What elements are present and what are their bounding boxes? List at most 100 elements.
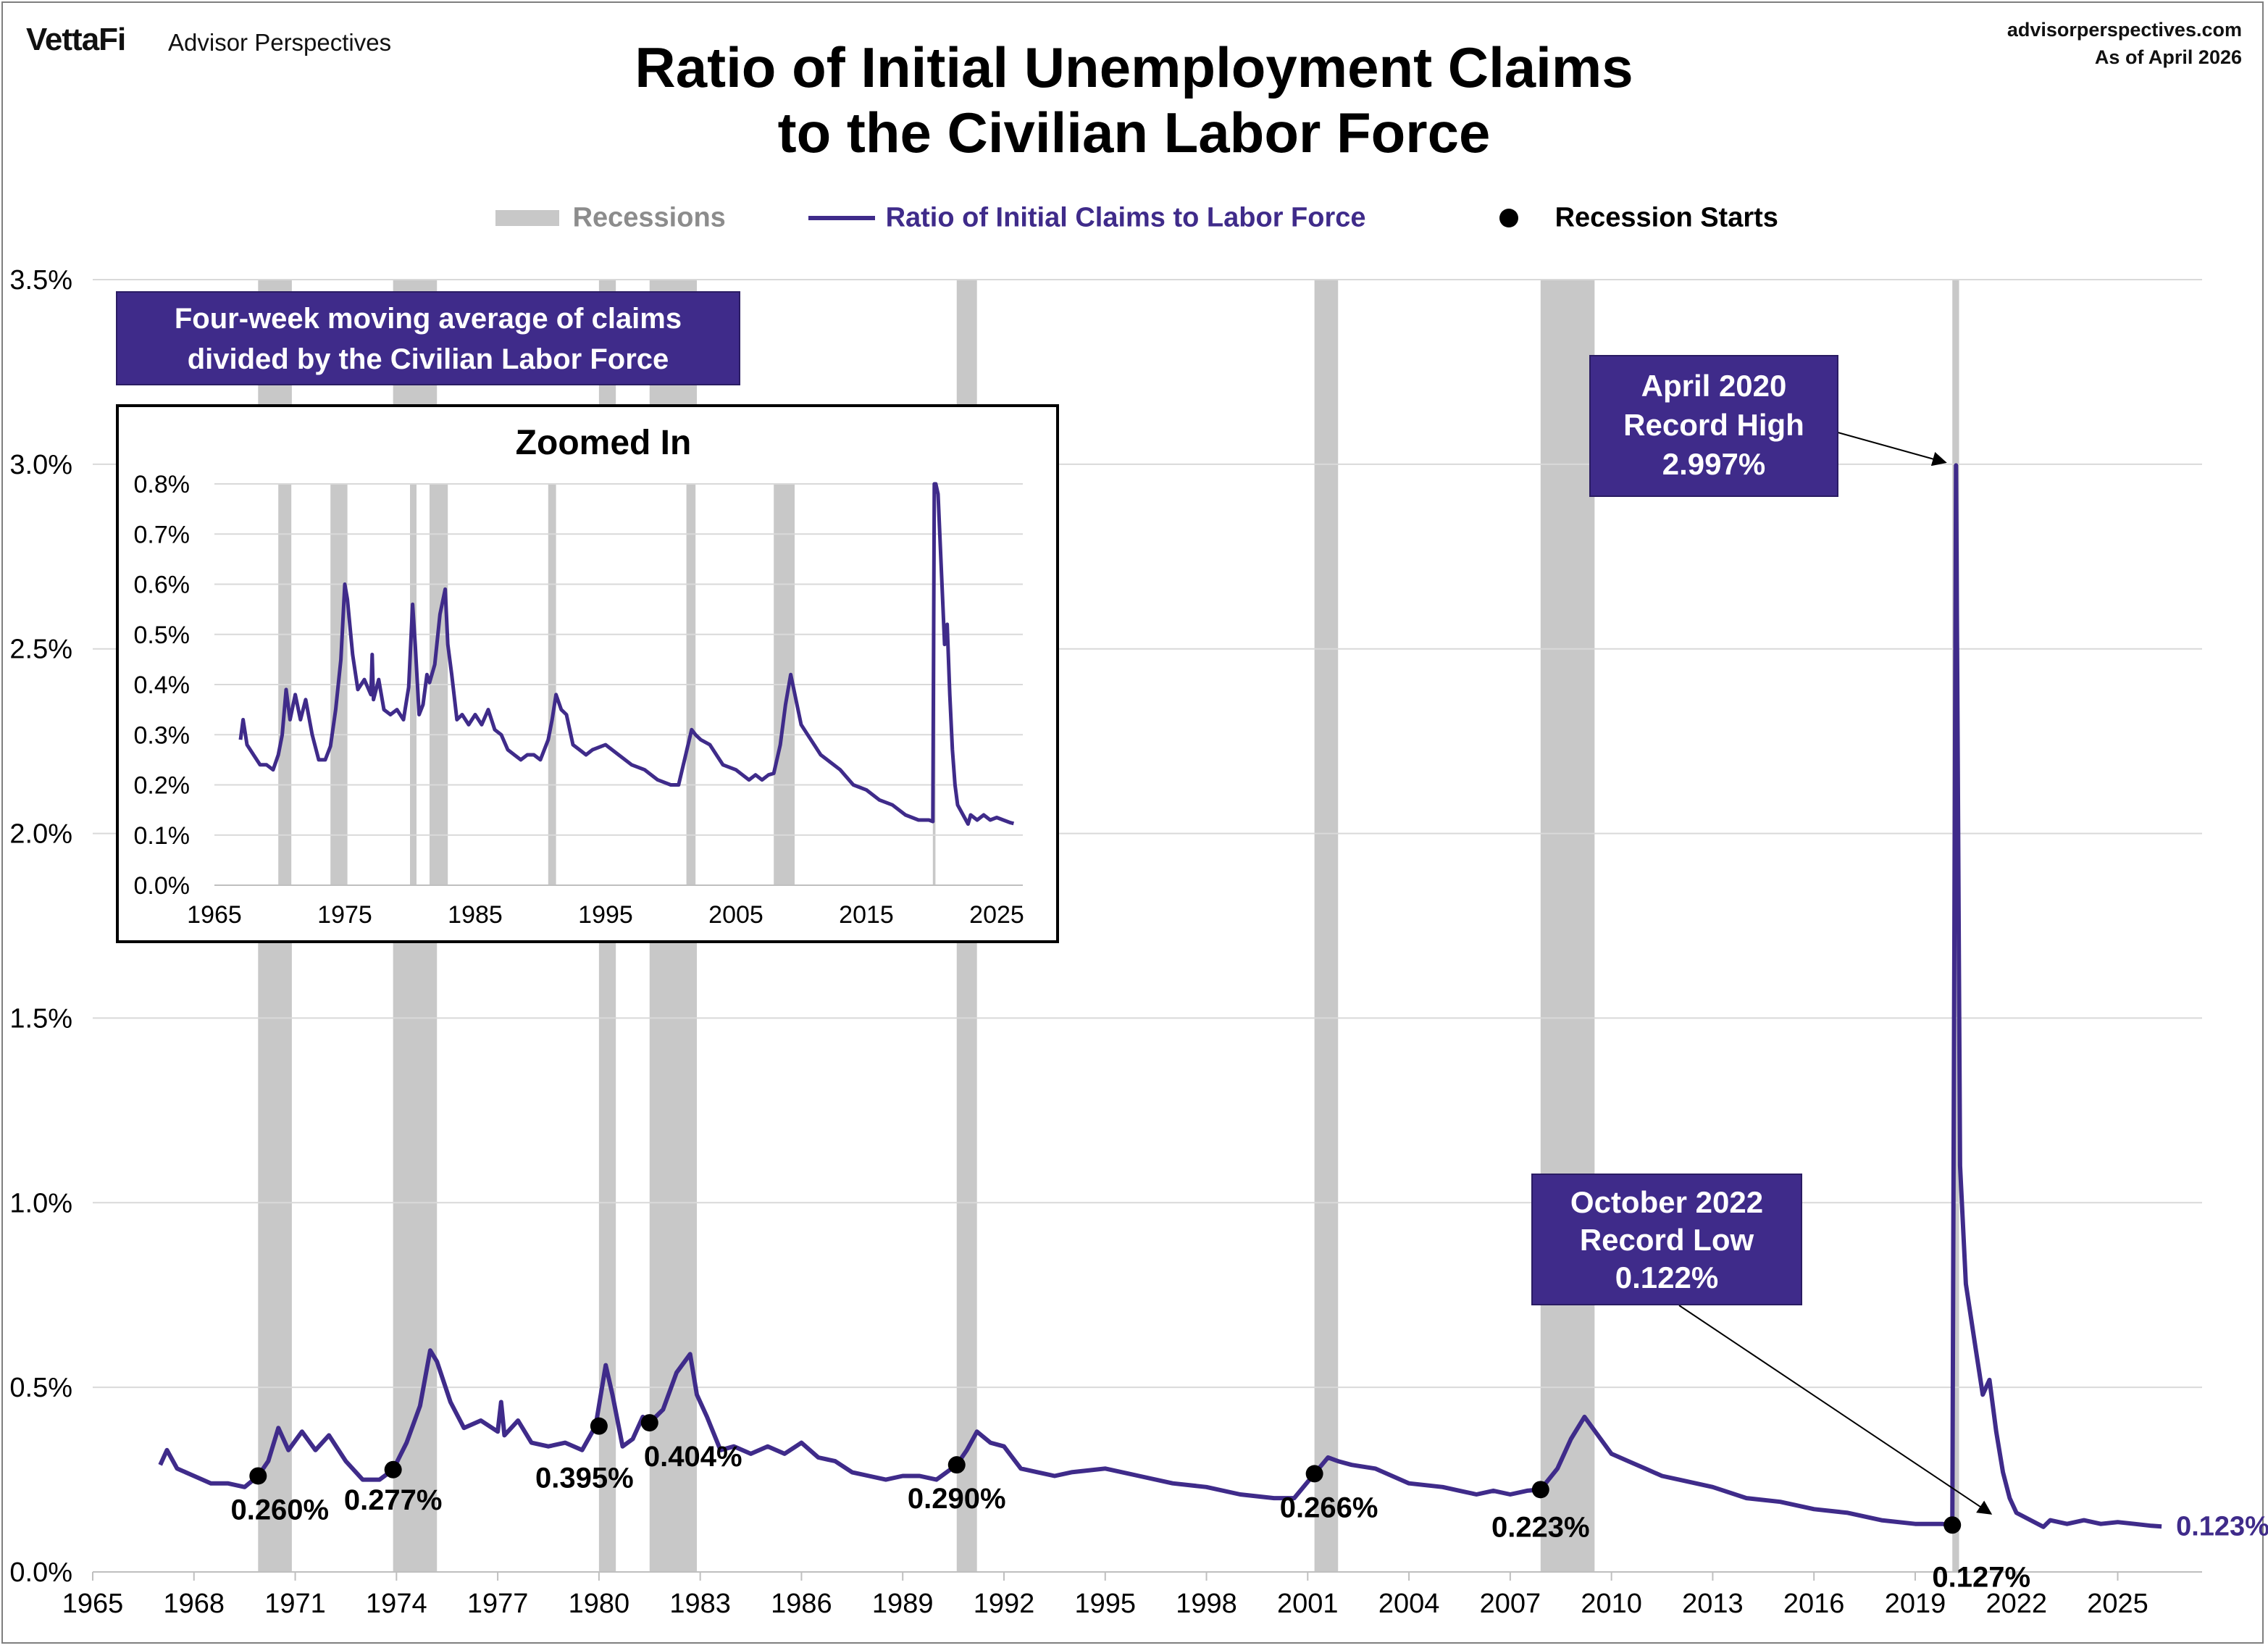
inset-y-tick-label: 0.8% — [134, 471, 191, 498]
x-tick-label: 1965 — [62, 1589, 124, 1619]
recession-start-dot-3 — [640, 1414, 658, 1432]
recession-start-label-1: 0.277% — [344, 1484, 443, 1516]
recession-start-dot-5 — [1305, 1465, 1323, 1483]
x-tick-label: 2016 — [1783, 1589, 1845, 1619]
legend-dot-swatch — [1499, 208, 1518, 227]
y-tick-label: 3.0% — [9, 450, 72, 480]
note-box: Four-week moving average of claims divid… — [116, 291, 740, 385]
inset-y-tick-label: 0.3% — [134, 721, 191, 749]
recession-band-5 — [1314, 280, 1339, 1572]
brand-logo: VettaFi — [26, 22, 126, 57]
note-line-2: divided by the Civilian Labor Force — [187, 343, 669, 375]
x-tick-label: 2007 — [1480, 1589, 1541, 1619]
y-tick-label: 2.5% — [9, 635, 72, 665]
x-tick-label: 2022 — [1985, 1589, 2047, 1619]
legend-series-label: Ratio of Initial Claims to Labor Force — [885, 202, 1366, 233]
x-tick-label: 2025 — [2087, 1589, 2148, 1619]
inset-y-tick-label: 0.1% — [134, 822, 191, 850]
inset-x-tick-label: 1985 — [448, 901, 503, 929]
legend-recessions-label: Recessions — [572, 202, 726, 233]
legend-recessions: Recessions — [495, 201, 726, 233]
x-tick-label: 1995 — [1074, 1589, 1136, 1619]
inset-y-tick-label: 0.0% — [134, 872, 191, 900]
note-line-1: Four-week moving average of claims — [174, 303, 682, 335]
last-value-label: 0.123% — [2176, 1511, 2268, 1542]
recession-start-label-2: 0.395% — [535, 1463, 634, 1494]
recession-start-dot-7 — [1943, 1516, 1962, 1534]
chart-title-line-2: to the Civilian Labor Force — [777, 101, 1491, 164]
recession-band-6 — [1540, 280, 1595, 1572]
inset-y-tick-label: 0.7% — [134, 521, 191, 548]
brand-subtitle: Advisor Perspectives — [168, 29, 392, 56]
recession-start-label-6: 0.223% — [1491, 1511, 1590, 1543]
record-high-arrow — [1832, 430, 1947, 467]
recession-start-label-4: 0.290% — [908, 1483, 1006, 1515]
record-low-arrow — [1678, 1305, 1993, 1515]
inset-x-tick-label: 1965 — [187, 901, 242, 929]
record-high-box: April 2020 Record High 2.997% — [1589, 355, 1838, 497]
x-tick-label: 2001 — [1277, 1589, 1339, 1619]
record-low-line-1: October 2022 — [1570, 1185, 1764, 1219]
x-tick-label: 2004 — [1378, 1589, 1440, 1619]
x-tick-label: 1992 — [974, 1589, 1035, 1619]
recession-start-label-5: 0.266% — [1280, 1492, 1378, 1523]
x-tick-label: 2010 — [1581, 1589, 1642, 1619]
chart-title-line-1: Ratio of Initial Unemployment Claims — [635, 35, 1633, 99]
inset-y-tick-label: 0.6% — [134, 572, 191, 599]
recession-start-dot-6 — [1531, 1481, 1549, 1499]
recession-start-label-7: 0.127% — [1932, 1561, 2030, 1593]
inset-x-tick-label: 1995 — [578, 901, 633, 929]
x-tick-label: 1986 — [771, 1589, 832, 1619]
x-tick-label: 1974 — [366, 1589, 427, 1619]
legend-series: Ratio of Initial Claims to Labor Force — [808, 201, 1366, 233]
y-tick-label: 0.5% — [9, 1373, 72, 1403]
as-of-date: As of April 2026 — [2094, 46, 2242, 68]
zoomed-inset: Zoomed In 0.0% 0.1% 0.2% 0.3% 0.4% 0.5% 0.6% 0.7… — [116, 404, 1059, 943]
recession-start-dot-4 — [947, 1456, 966, 1474]
y-tick-label: 0.0% — [9, 1557, 72, 1588]
inset-x-tick-label: 2015 — [839, 901, 894, 929]
inset-y-tick-label: 0.5% — [134, 622, 191, 649]
record-low-box: October 2022 Record Low 0.122% — [1531, 1174, 1802, 1305]
record-high-line-3: 2.997% — [1662, 447, 1766, 481]
recession-start-label-0: 0.260% — [230, 1494, 329, 1526]
legend-recession-starts-label: Recession Starts — [1554, 202, 1778, 233]
recession-start-dot-1 — [384, 1460, 402, 1478]
legend-recession-swatch — [495, 209, 559, 226]
inset-frame — [116, 404, 1059, 943]
record-low-line-2: Record Low — [1579, 1223, 1754, 1257]
x-tick-label: 1998 — [1176, 1589, 1237, 1619]
inset-y-tick-label: 0.4% — [134, 672, 191, 699]
inset-x-tick-label: 2005 — [708, 901, 763, 929]
series-line — [158, 463, 2162, 1529]
x-tick-label: 1989 — [872, 1589, 934, 1619]
record-high-line-2: Record High — [1623, 408, 1804, 442]
x-tick-label: 1983 — [669, 1589, 731, 1619]
legend-line-swatch — [808, 215, 875, 220]
legend-recession-starts: Recession Starts — [1499, 201, 1778, 233]
inset-y-tick-label: 0.2% — [134, 772, 191, 800]
record-low-line-3: 0.122% — [1615, 1260, 1719, 1294]
x-tick-label: 1971 — [264, 1589, 326, 1619]
x-tick-label: 1980 — [569, 1589, 630, 1619]
y-tick-label: 3.5% — [9, 265, 72, 296]
inset-title: Zoomed In — [516, 424, 692, 462]
recession-start-dot-0 — [249, 1467, 267, 1485]
inset-series-line — [238, 482, 1015, 826]
x-tick-label: 2013 — [1682, 1589, 1744, 1619]
y-tick-label: 1.0% — [9, 1188, 72, 1218]
x-tick-label: 2019 — [1885, 1589, 1946, 1619]
site-url: advisorperspectives.com — [2007, 19, 2242, 41]
y-tick-label: 1.5% — [9, 1003, 72, 1034]
recession-start-dot-2 — [590, 1417, 608, 1435]
y-tick-label: 2.0% — [9, 819, 72, 850]
source-site: advisorperspectives.com As of April 2026 — [2007, 16, 2242, 71]
x-tick-label: 1977 — [467, 1589, 529, 1619]
recession-start-label-3: 0.404% — [644, 1441, 742, 1473]
inset-x-tick-label: 2025 — [969, 901, 1024, 929]
inset-x-tick-label: 1975 — [317, 901, 372, 929]
record-high-line-1: April 2020 — [1641, 369, 1787, 403]
x-tick-label: 1968 — [164, 1589, 225, 1619]
